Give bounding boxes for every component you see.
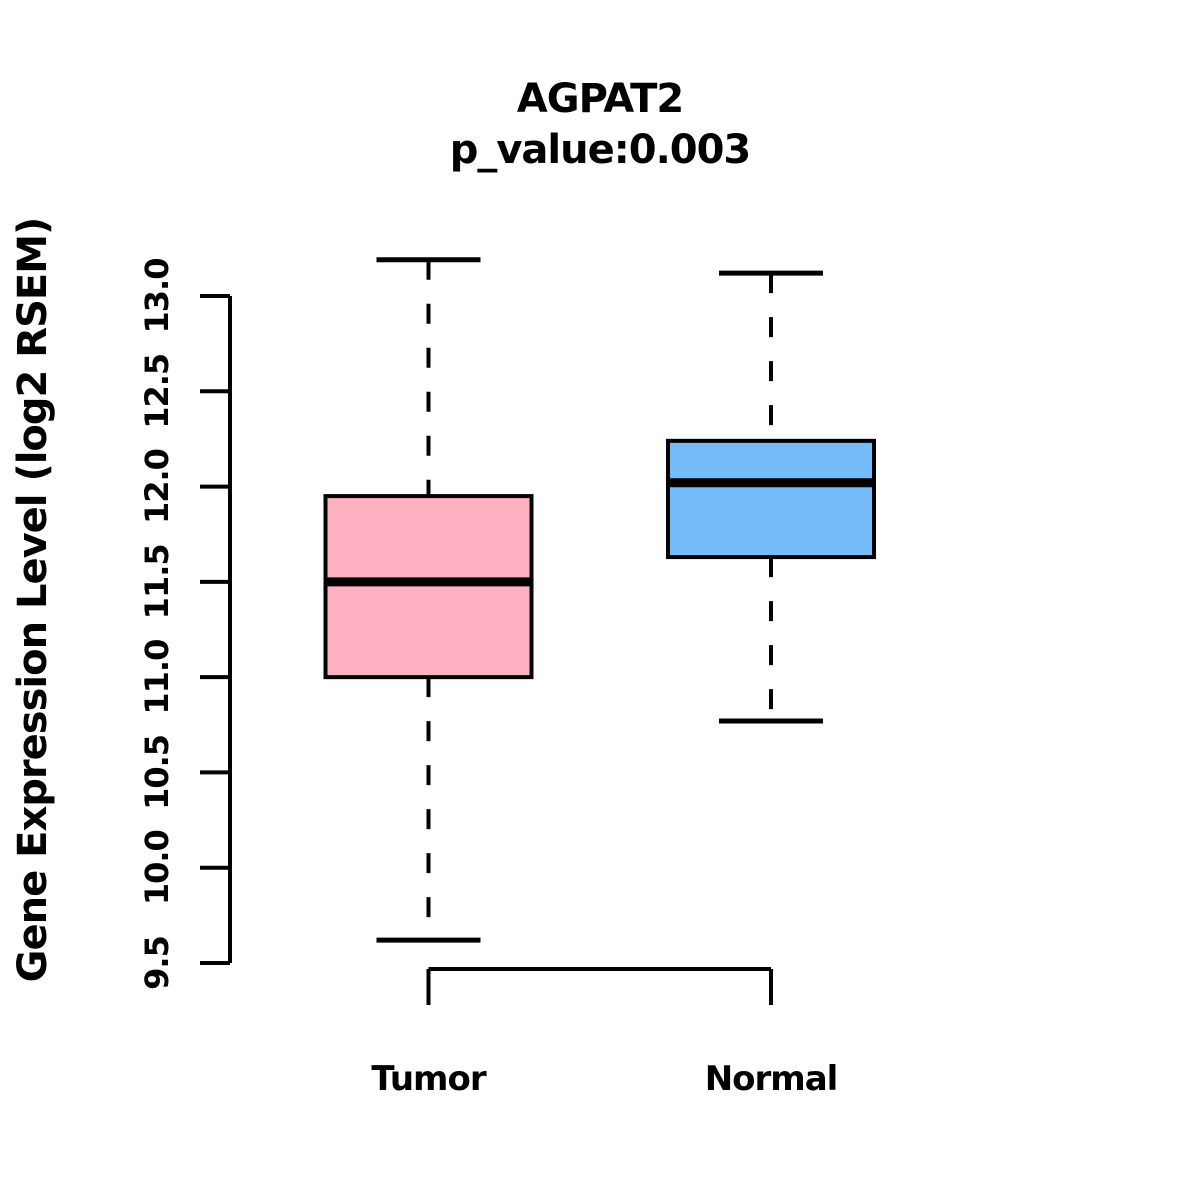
y-tick-label: 9.5 bbox=[138, 936, 176, 990]
y-tick-label: 10.0 bbox=[138, 830, 176, 905]
y-tick-label: 10.5 bbox=[138, 735, 176, 810]
normal-x-label: Normal bbox=[705, 1059, 838, 1099]
y-tick-label: 13.0 bbox=[138, 259, 176, 334]
y-tick-label: 11.5 bbox=[138, 544, 176, 619]
chart-title: AGPAT2 bbox=[517, 76, 683, 122]
tumor-x-label: Tumor bbox=[371, 1059, 486, 1099]
tumor-box bbox=[323, 494, 534, 680]
normal-box bbox=[666, 438, 876, 560]
chart-subtitle: p_value:0.003 bbox=[450, 127, 751, 173]
y-tick-label: 12.0 bbox=[138, 449, 176, 524]
y-tick-label: 11.0 bbox=[138, 640, 176, 715]
y-tick-label: 12.5 bbox=[138, 354, 176, 429]
plot-area: 9.5 10.0 10.5 11.0 11.5 12.0 12.5 13.0 Tumor Norm… bbox=[138, 257, 876, 1099]
y-axis-title: Gene Expression Level (log2 RSEM) bbox=[10, 218, 56, 983]
